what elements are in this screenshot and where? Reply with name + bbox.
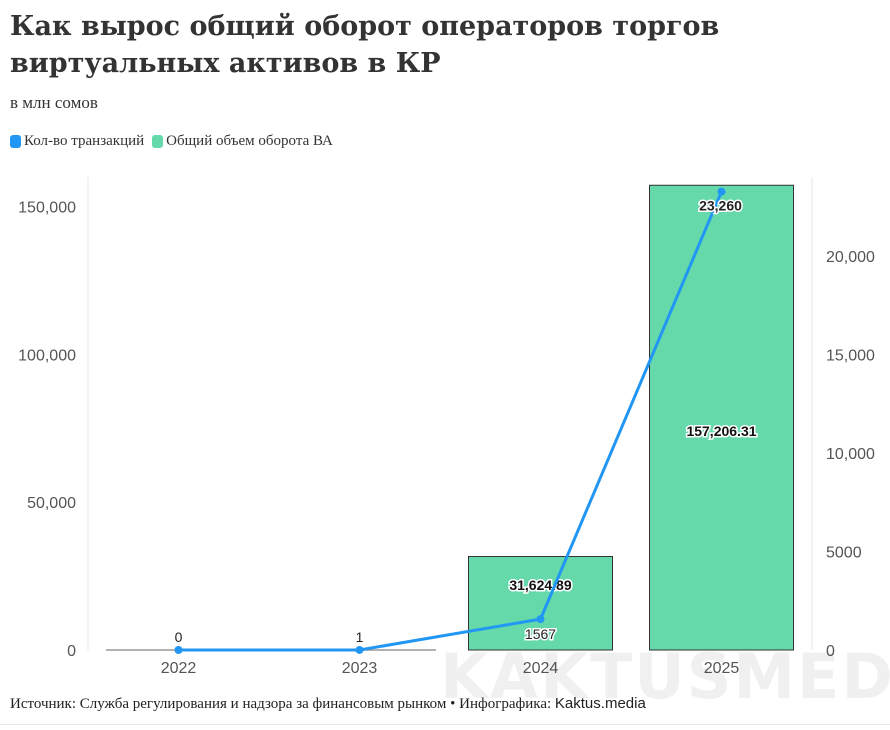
right-tick-label: 5000: [826, 544, 862, 561]
line-value-label: 1567: [525, 626, 556, 642]
brand-text: Kaktus.media: [554, 695, 646, 712]
line-value-label: 23,260: [699, 198, 742, 214]
x-tick-label: 2024: [523, 660, 559, 677]
right-tick-label: 0: [826, 643, 835, 660]
line-point: [174, 646, 183, 654]
legend-swatch-transactions: [10, 135, 21, 148]
left-tick-label: 150,000: [18, 200, 76, 217]
combo-chart: 0 50,000 100,000 150,000 0 5000 10,000 15,000 20…: [18, 177, 875, 677]
left-tick-label: 0: [67, 643, 76, 660]
chart-title: Как вырос общий оборот операторов торгов…: [10, 11, 720, 79]
right-tick-label: 10,000: [826, 446, 875, 463]
transactions-line: [177, 190, 723, 652]
x-tick-label: 2025: [704, 660, 740, 677]
legend-item-transactions[interactable]: Кол-во транзакций: [10, 133, 144, 150]
legend-swatch-turnover: [152, 135, 164, 148]
bottom-rule: [0, 724, 890, 725]
bar-value-label: 157,206.31: [686, 423, 756, 439]
line-point: [536, 615, 545, 624]
line-point: [355, 645, 364, 654]
legend-item-turnover[interactable]: Общий объем оборота ВА: [152, 133, 333, 150]
legend-label-transactions: Кол-во транзакций: [24, 133, 145, 149]
line-value-label: 0: [175, 629, 183, 645]
right-tick-label: 20,000: [826, 249, 875, 266]
chart-legend: Кол-во транзакций Общий объем оборота ВА: [10, 133, 341, 150]
chart-footer: Источник: Служба регулирования и надзора…: [10, 695, 646, 713]
bar: [649, 184, 794, 651]
x-tick-label: 2023: [342, 660, 378, 677]
legend-label-turnover: Общий объем оборота ВА: [166, 133, 333, 149]
line-point: [717, 187, 726, 196]
bar-value-label: 31,624.89: [509, 577, 571, 593]
right-tick-label: 15,000: [826, 347, 875, 364]
bar: [468, 556, 613, 651]
x-tick-label: 2022: [161, 660, 197, 677]
source-text: Источник: Служба регулирования и надзора…: [10, 696, 555, 712]
left-tick-label: 50,000: [27, 495, 76, 512]
left-tick-label: 100,000: [18, 347, 76, 364]
chart-subtitle: в млн сомов: [10, 93, 98, 112]
line-value-label: 1: [356, 629, 364, 645]
